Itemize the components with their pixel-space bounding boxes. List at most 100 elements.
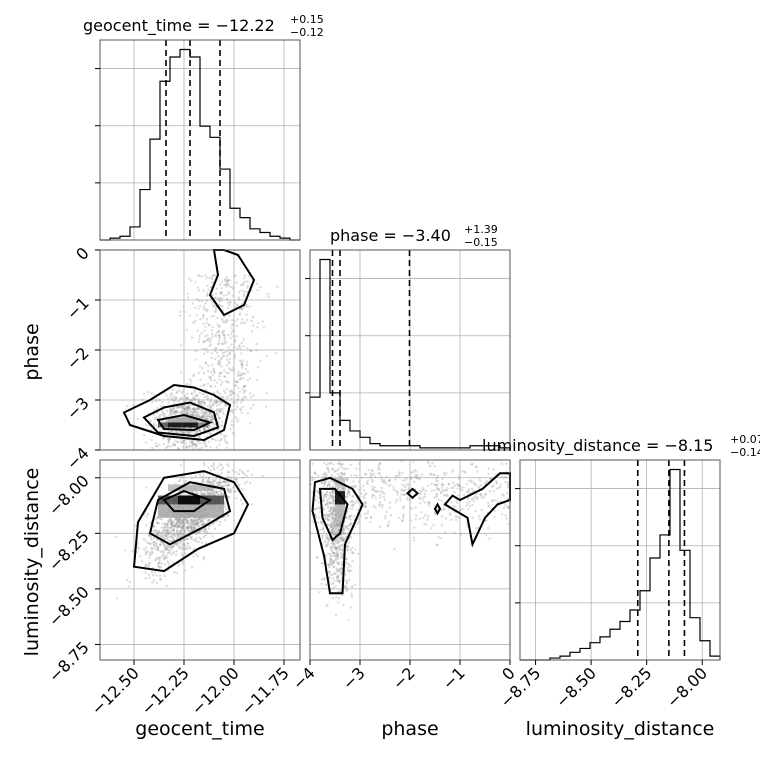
scatter-point-phase-vs-luminosity-distance-1322 (344, 488, 347, 491)
scatter-point-geocent-time-vs-luminosity-distance-1388 (166, 523, 169, 526)
scatter-point-geocent-time-vs-phase-246 (201, 446, 204, 449)
scatter-point-phase-vs-luminosity-distance-730 (440, 524, 444, 527)
scatter-point-geocent-time-vs-phase-234 (229, 352, 232, 355)
scatter-point-geocent-time-vs-phase-97 (227, 333, 230, 337)
scatter-point-phase-vs-luminosity-distance-1134 (467, 479, 470, 482)
scatter-point-phase-vs-luminosity-distance-33 (323, 493, 326, 496)
scatter-point-geocent-time-vs-luminosity-distance-222 (168, 535, 171, 539)
scatter-point-geocent-time-vs-phase-117 (219, 297, 222, 300)
scatter-point-phase-vs-luminosity-distance-1190 (488, 504, 491, 507)
scatter-point-geocent-time-vs-phase-732 (151, 400, 154, 404)
scatter-point-phase-vs-luminosity-distance-97 (434, 484, 438, 487)
scatter-point-geocent-time-vs-phase-672 (246, 370, 250, 373)
scatter-point-geocent-time-vs-phase-1267 (204, 325, 207, 329)
scatter-point-geocent-time-vs-luminosity-distance-1339 (194, 521, 197, 524)
scatter-point-geocent-time-vs-luminosity-distance-608 (209, 492, 212, 496)
scatter-point-geocent-time-vs-luminosity-distance-287 (223, 505, 227, 508)
scatter-point-geocent-time-vs-luminosity-distance-244 (186, 527, 190, 531)
scatter-point-phase-vs-luminosity-distance-350 (419, 491, 422, 495)
scatter-point-geocent-time-vs-phase-1033 (207, 427, 210, 430)
scatter-point-phase-vs-luminosity-distance-1158 (314, 498, 317, 501)
scatter-point-geocent-time-vs-luminosity-distance-459 (172, 538, 175, 542)
scatter-point-geocent-time-vs-phase-28 (219, 292, 223, 295)
scatter-point-geocent-time-vs-phase-493 (240, 289, 243, 292)
scatter-point-geocent-time-vs-luminosity-distance-478 (211, 478, 214, 482)
scatter-point-geocent-time-vs-luminosity-distance-571 (227, 464, 230, 467)
scatter-point-geocent-time-vs-luminosity-distance-606 (203, 522, 206, 525)
scatter-point-geocent-time-vs-phase-895 (209, 405, 213, 409)
scatter-point-geocent-time-vs-phase-655 (185, 406, 188, 409)
scatter-point-phase-vs-luminosity-distance-931 (426, 460, 430, 463)
scatter-point-phase-vs-luminosity-distance-1327 (317, 506, 321, 509)
scatter-point-phase-vs-luminosity-distance-488 (335, 524, 339, 527)
scatter-point-geocent-time-vs-luminosity-distance-56 (227, 490, 231, 493)
scatter-point-geocent-time-vs-phase-83 (168, 437, 171, 441)
scatter-point-geocent-time-vs-luminosity-distance-1291 (168, 520, 171, 523)
scatter-point-phase-vs-luminosity-distance-329 (414, 506, 417, 509)
scatter-point-geocent-time-vs-phase-614 (212, 417, 215, 421)
scatter-point-geocent-time-vs-phase-1310 (189, 378, 192, 381)
scatter-point-phase-vs-luminosity-distance-380 (338, 525, 341, 528)
scatter-point-phase-vs-luminosity-distance-560 (502, 507, 506, 510)
scatter-point-phase-vs-luminosity-distance-151 (483, 493, 487, 496)
scatter-point-phase-vs-luminosity-distance-1060 (372, 504, 375, 508)
scatter-point-geocent-time-vs-luminosity-distance-1369 (181, 532, 184, 535)
scatter-point-geocent-time-vs-phase-116 (236, 398, 239, 401)
scatter-point-geocent-time-vs-phase-242 (191, 407, 194, 411)
scatter-point-phase-vs-luminosity-distance-562 (413, 468, 416, 472)
scatter-point-geocent-time-vs-luminosity-distance-1324 (197, 517, 200, 520)
scatter-point-phase-vs-luminosity-distance-1127 (337, 557, 340, 560)
scatter-point-phase-vs-luminosity-distance-462 (377, 464, 380, 467)
scatter-point-geocent-time-vs-phase-1192 (198, 401, 201, 404)
scatter-point-geocent-time-vs-phase-806 (197, 435, 201, 438)
scatter-point-geocent-time-vs-luminosity-distance-865 (166, 560, 169, 563)
scatter-point-geocent-time-vs-luminosity-distance-543 (177, 544, 181, 547)
scatter-point-phase-vs-luminosity-distance-1304 (464, 471, 467, 474)
scatter-point-geocent-time-vs-luminosity-distance-743 (190, 518, 194, 522)
scatter-point-geocent-time-vs-phase-1041 (239, 312, 242, 315)
scatter-point-geocent-time-vs-phase-897 (153, 409, 156, 412)
scatter-point-geocent-time-vs-luminosity-distance-973 (220, 472, 223, 475)
scatter-point-geocent-time-vs-phase-1284 (202, 415, 205, 418)
scatter-point-geocent-time-vs-luminosity-distance-44 (227, 482, 231, 485)
tick-label-x-phase-1: −3 (339, 663, 369, 693)
scatter-point-phase-vs-luminosity-distance-54 (328, 462, 332, 465)
scatter-point-geocent-time-vs-phase-1314 (205, 410, 208, 414)
scatter-point-phase-vs-luminosity-distance-430 (336, 579, 339, 583)
scatter-point-phase-vs-luminosity-distance-128 (333, 533, 336, 536)
scatter-point-phase-vs-luminosity-distance-1000 (410, 507, 414, 510)
scatter-point-phase-vs-luminosity-distance-653 (441, 484, 444, 487)
scatter-point-geocent-time-vs-phase-657 (156, 411, 159, 415)
scatter-point-geocent-time-vs-luminosity-distance-1115 (201, 493, 204, 496)
scatter-point-geocent-time-vs-luminosity-distance-716 (192, 527, 196, 530)
scatter-point-geocent-time-vs-phase-46 (215, 400, 219, 403)
scatter-point-geocent-time-vs-phase-219 (204, 274, 207, 277)
scatter-point-geocent-time-vs-luminosity-distance-816 (175, 517, 178, 521)
scatter-point-geocent-time-vs-phase-550 (210, 329, 213, 332)
scatter-point-phase-vs-luminosity-distance-554 (331, 562, 334, 565)
scatter-point-phase-vs-luminosity-distance-474 (352, 485, 355, 488)
scatter-point-geocent-time-vs-phase-141 (217, 325, 221, 328)
scatter-point-phase-vs-luminosity-distance-83 (332, 521, 336, 524)
scatter-point-geocent-time-vs-luminosity-distance-601 (170, 522, 174, 525)
scatter-point-geocent-time-vs-luminosity-distance-1035 (158, 560, 161, 563)
scatter-point-phase-vs-luminosity-distance-269 (315, 556, 318, 559)
scatter-point-geocent-time-vs-phase-10 (185, 446, 188, 449)
scatter-point-geocent-time-vs-luminosity-distance-467 (165, 545, 168, 548)
scatter-point-phase-vs-luminosity-distance-619 (331, 486, 334, 489)
scatter-point-phase-vs-luminosity-distance-1027 (340, 547, 344, 551)
scatter-point-phase-vs-luminosity-distance-671 (456, 482, 459, 486)
scatter-point-phase-vs-luminosity-distance-434 (408, 498, 412, 501)
scatter-point-phase-vs-luminosity-distance-816 (322, 473, 325, 476)
scatter-point-geocent-time-vs-phase-641 (199, 416, 202, 419)
scatter-point-phase-vs-luminosity-distance-555 (331, 495, 334, 498)
scatter-point-geocent-time-vs-luminosity-distance-447 (207, 476, 211, 479)
scatter-point-phase-vs-luminosity-distance-165 (321, 528, 324, 531)
scatter-point-phase-vs-luminosity-distance-484 (394, 500, 397, 504)
scatter-point-phase-vs-luminosity-distance-315 (338, 537, 342, 541)
scatter-point-geocent-time-vs-phase-330 (236, 381, 239, 384)
scatter-point-geocent-time-vs-phase-643 (250, 319, 253, 323)
scatter-point-geocent-time-vs-phase-72 (223, 439, 226, 442)
scatter-point-geocent-time-vs-phase-1034 (194, 445, 198, 448)
scatter-point-phase-vs-luminosity-distance-505 (346, 569, 349, 572)
